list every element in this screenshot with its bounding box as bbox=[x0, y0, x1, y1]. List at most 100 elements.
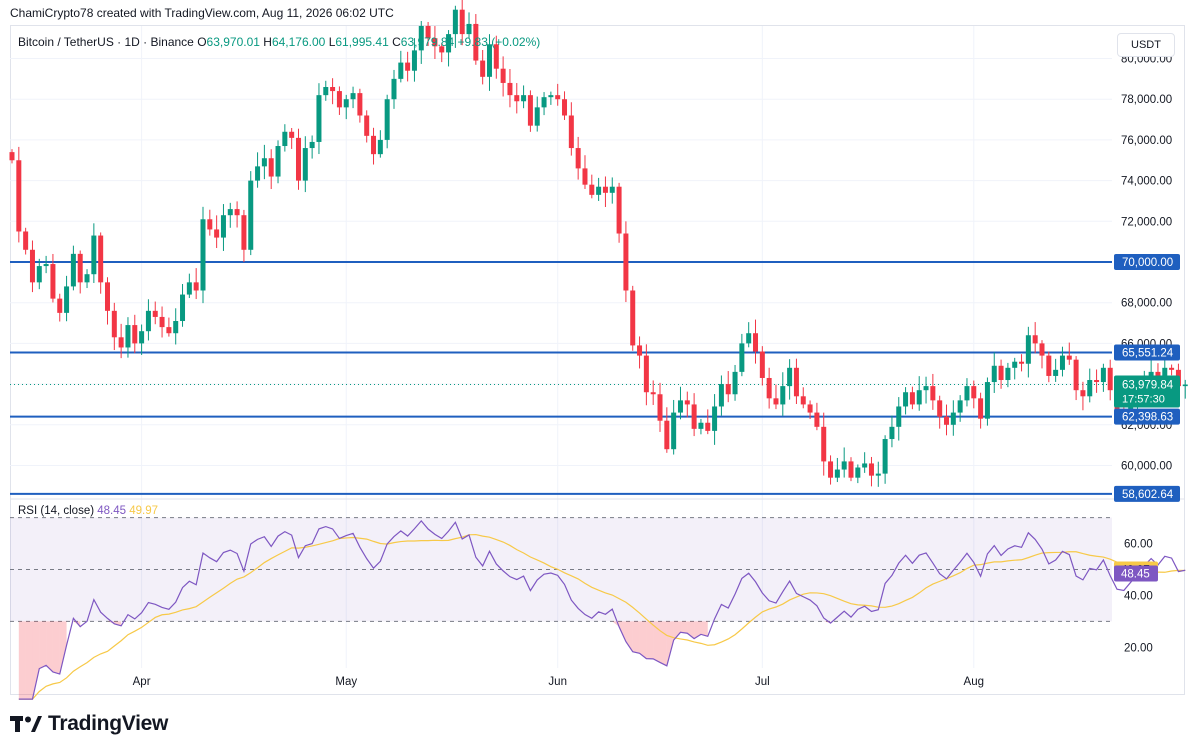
candle bbox=[268, 158, 274, 177]
low-value: 61,995.41 bbox=[335, 35, 389, 49]
candle bbox=[432, 38, 438, 47]
price-axis: 60,000.0062,000.0064,000.0066,000.0068,0… bbox=[1114, 54, 1180, 502]
price-tick-label: 76,000.00 bbox=[1121, 135, 1172, 147]
candle bbox=[193, 282, 199, 291]
candle bbox=[862, 463, 868, 468]
rsi-oversold-fill bbox=[59, 621, 67, 675]
candle bbox=[261, 158, 267, 167]
candle bbox=[480, 60, 486, 77]
close-value: 63,979.84 bbox=[400, 35, 455, 49]
candle bbox=[793, 367, 799, 397]
rsi-oversold-fill bbox=[660, 621, 667, 666]
candle bbox=[1087, 380, 1093, 397]
rsi-oversold-fill bbox=[632, 621, 640, 654]
candle bbox=[909, 392, 915, 405]
level-price-label: 70,000.00 bbox=[1122, 257, 1173, 269]
candle bbox=[111, 310, 117, 338]
level-price-label: 58,602.64 bbox=[1122, 489, 1174, 501]
candle bbox=[166, 327, 172, 334]
candle bbox=[1025, 335, 1031, 364]
candle bbox=[159, 316, 165, 328]
candle bbox=[705, 422, 711, 431]
candle bbox=[500, 68, 506, 83]
candle bbox=[548, 95, 554, 98]
candle bbox=[186, 282, 192, 295]
candle bbox=[459, 9, 465, 35]
candle bbox=[77, 253, 83, 283]
candle bbox=[446, 34, 452, 53]
candle bbox=[848, 461, 854, 478]
candle bbox=[384, 99, 390, 140]
candle bbox=[1182, 384, 1188, 387]
rsi-value-tag-label: 48.45 bbox=[1121, 568, 1150, 580]
candle bbox=[1169, 367, 1175, 370]
candle bbox=[207, 219, 213, 230]
bar-countdown-label: 17:57:30 bbox=[1122, 393, 1165, 405]
rsi-oversold-fill bbox=[25, 621, 33, 700]
candle bbox=[173, 321, 179, 334]
candle bbox=[227, 209, 233, 216]
candle bbox=[323, 87, 329, 96]
candle bbox=[507, 82, 513, 96]
candle bbox=[998, 365, 1004, 381]
candle bbox=[234, 209, 240, 216]
time-tick-label: Apr bbox=[133, 676, 151, 688]
candle bbox=[821, 426, 827, 462]
candle bbox=[1107, 367, 1113, 391]
rsi-oversold-fill bbox=[639, 621, 647, 659]
candle bbox=[248, 180, 254, 250]
candle bbox=[241, 215, 247, 250]
candle bbox=[343, 99, 349, 108]
rsi-oversold-fill bbox=[646, 621, 654, 659]
candle bbox=[180, 294, 186, 322]
candle bbox=[302, 148, 308, 181]
level-price-tag bbox=[1114, 408, 1180, 425]
candle bbox=[220, 215, 226, 238]
candle bbox=[684, 400, 690, 405]
candle bbox=[371, 135, 377, 155]
candle bbox=[98, 235, 104, 283]
candle bbox=[330, 87, 336, 92]
open-value: 63,970.01 bbox=[206, 35, 260, 49]
candle bbox=[357, 93, 363, 116]
candle bbox=[664, 420, 670, 450]
rsi-oversold-fill bbox=[700, 621, 708, 637]
candle bbox=[57, 298, 63, 313]
candle bbox=[486, 44, 492, 77]
candle bbox=[950, 412, 956, 425]
candle bbox=[398, 62, 404, 79]
candle bbox=[1100, 367, 1106, 383]
tradingview-logo-icon bbox=[10, 716, 42, 732]
rsi-tick-label: 60.00 bbox=[1124, 539, 1153, 551]
rsi-oversold-fill bbox=[52, 621, 60, 675]
candle bbox=[875, 473, 881, 476]
tradingview-logo: TradingView bbox=[10, 712, 168, 736]
candle bbox=[589, 184, 595, 195]
candle bbox=[971, 386, 977, 399]
close-label: C bbox=[392, 35, 401, 49]
candle bbox=[23, 231, 29, 250]
candles bbox=[9, 0, 1188, 487]
currency-button[interactable]: USDT bbox=[1117, 33, 1175, 57]
price-tick-label: 74,000.00 bbox=[1121, 176, 1172, 188]
candle bbox=[800, 396, 806, 405]
candle bbox=[868, 463, 874, 476]
candle bbox=[527, 95, 533, 126]
candle bbox=[889, 426, 895, 440]
candle bbox=[773, 398, 779, 405]
candle bbox=[562, 99, 568, 116]
candle bbox=[29, 249, 35, 283]
low-label: L bbox=[328, 35, 336, 49]
rsi-band-fill bbox=[10, 517, 1112, 622]
symbol-name: Bitcoin / TetherUS · 1D · Binance bbox=[18, 35, 194, 49]
candle bbox=[712, 406, 718, 431]
candle bbox=[36, 266, 42, 283]
candle bbox=[991, 365, 997, 383]
candle bbox=[1066, 355, 1072, 360]
candle bbox=[439, 46, 445, 53]
candle bbox=[200, 219, 206, 291]
candle bbox=[91, 235, 97, 275]
symbol-legend: Bitcoin / TetherUS · 1D · Binance O63,97… bbox=[18, 35, 540, 49]
